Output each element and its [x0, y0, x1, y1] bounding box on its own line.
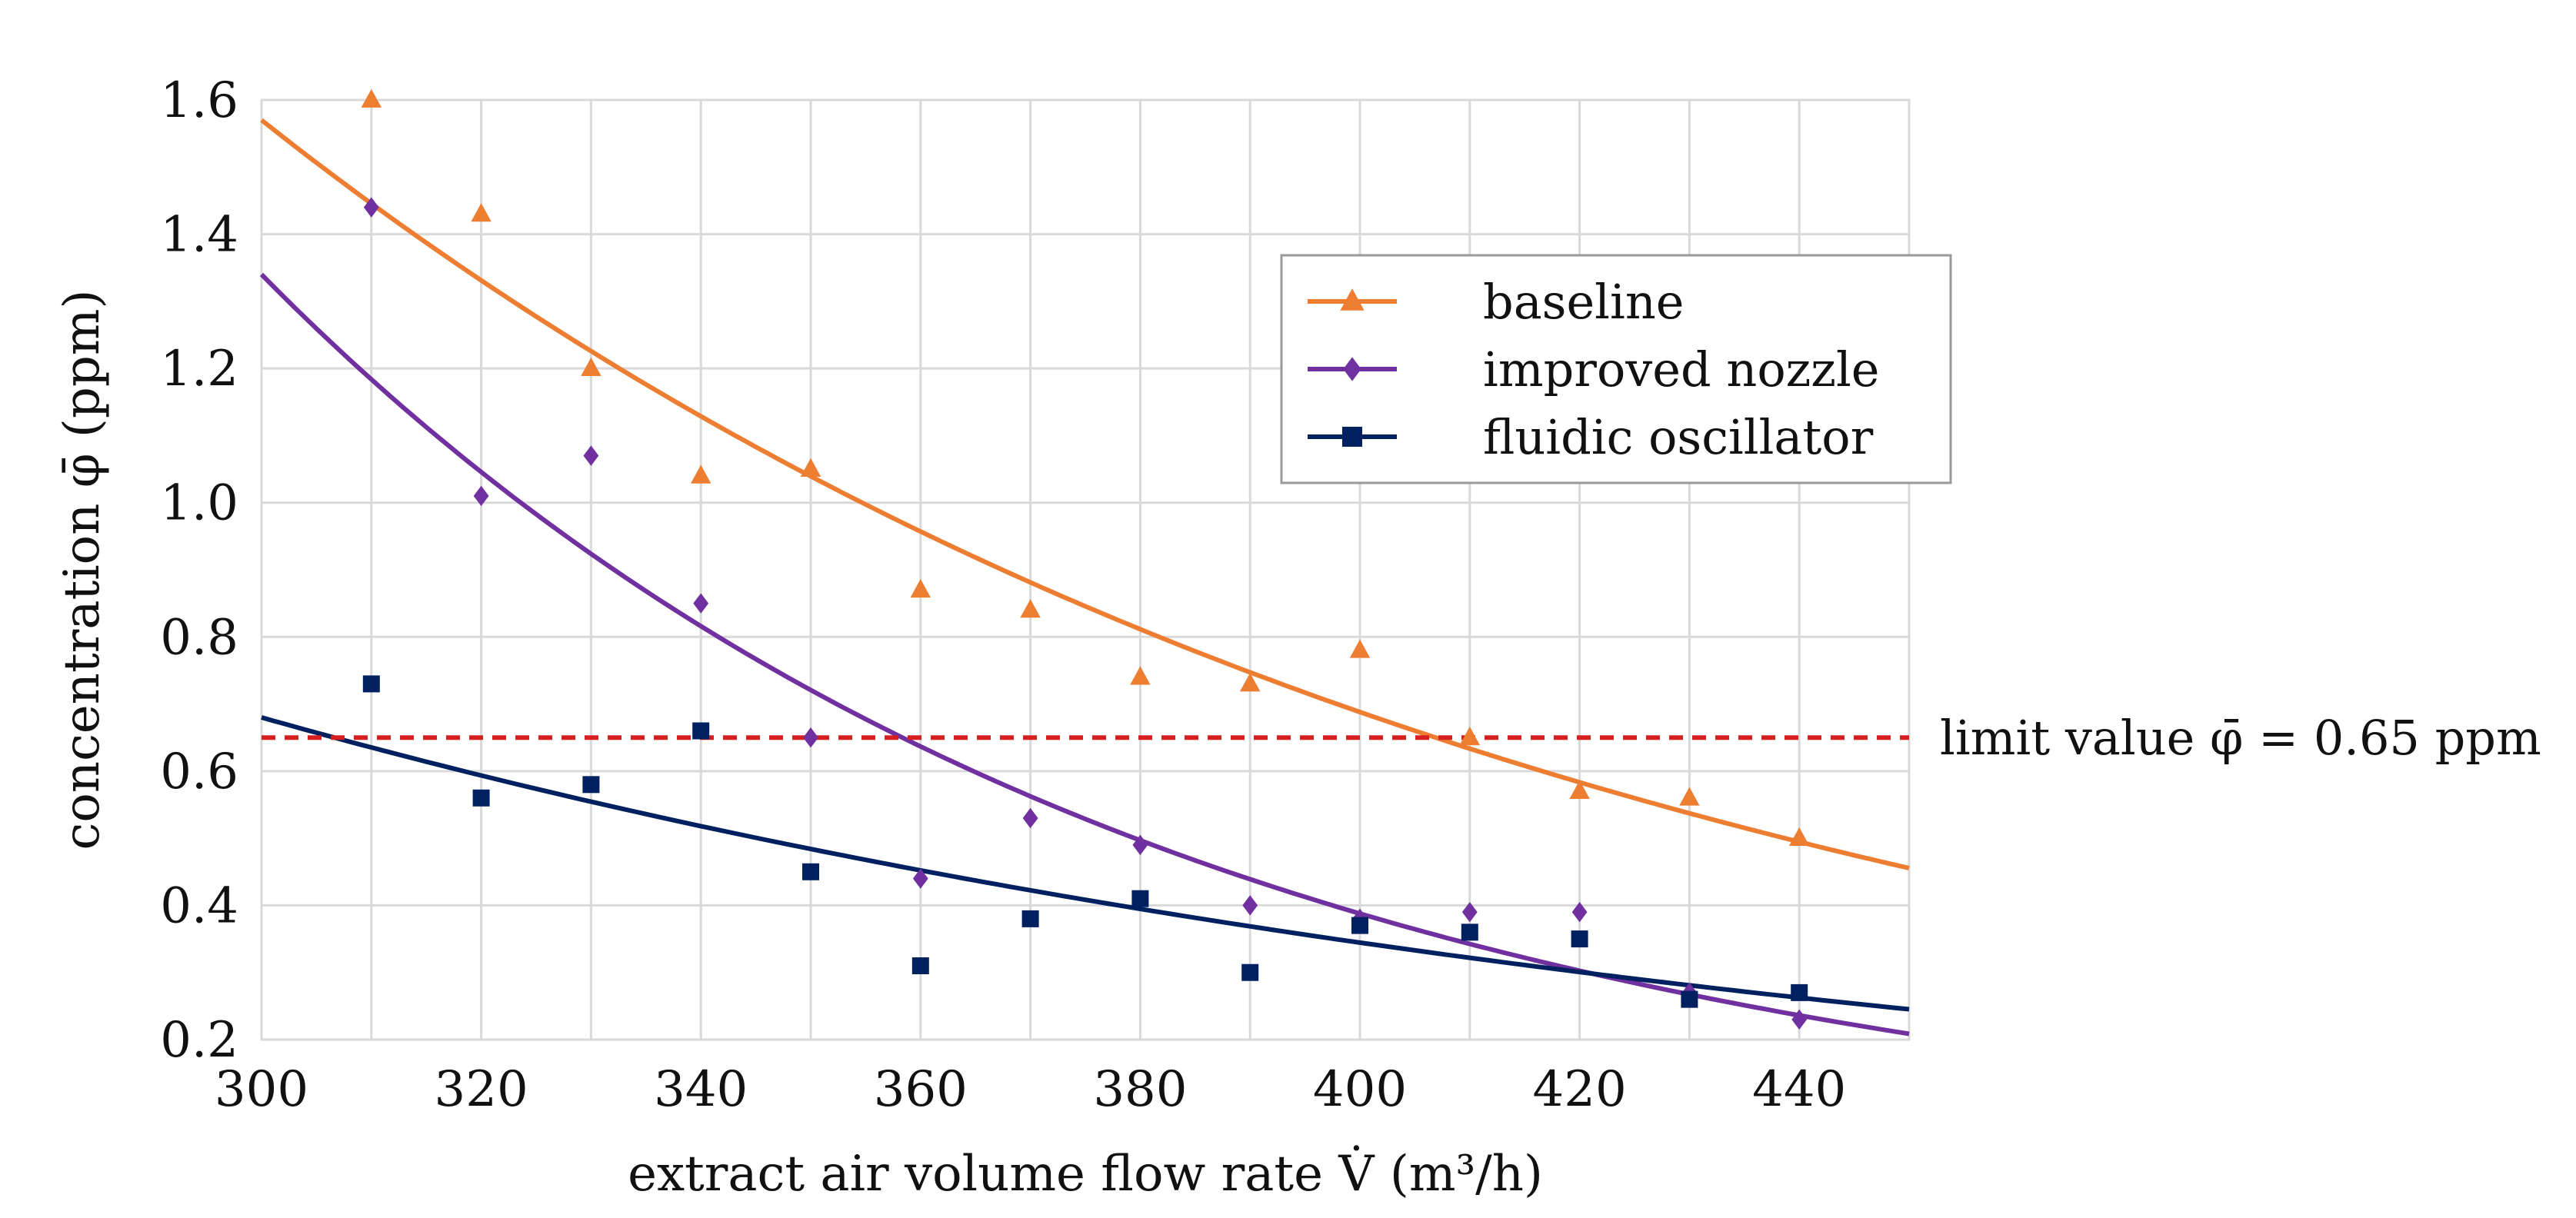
point-improved-nozzle — [583, 445, 599, 466]
point-fluidic-oscillator — [1131, 890, 1149, 907]
point-improved-nozzle — [1022, 807, 1038, 829]
point-baseline — [691, 464, 711, 484]
point-improved-nozzle — [473, 485, 489, 507]
point-improved-nozzle — [912, 868, 928, 889]
trendline-fluidic-oscillator — [261, 715, 1910, 1012]
point-baseline — [1459, 726, 1480, 746]
point-baseline — [1130, 666, 1151, 685]
point-baseline — [581, 357, 602, 377]
legend-swatch-marker-improved-nozzle — [1343, 357, 1361, 381]
x-tick-label: 400 — [1313, 1061, 1407, 1118]
point-baseline — [1679, 787, 1700, 806]
legend-label-fluidic-oscillator: fluidic oscillator — [1483, 409, 1874, 465]
point-improved-nozzle — [1242, 895, 1258, 916]
x-tick-label: 340 — [654, 1061, 748, 1118]
point-improved-nozzle — [1791, 1009, 1808, 1030]
point-fluidic-oscillator — [472, 789, 490, 807]
y-tick-labels: 0.2 0.4 0.6 0.8 1.0 1.2 1.4 1.6 — [160, 72, 238, 1069]
point-baseline — [910, 578, 931, 598]
point-baseline — [361, 88, 382, 108]
point-fluidic-oscillator — [1021, 910, 1039, 927]
legend-swatch-marker-baseline — [1340, 288, 1365, 311]
point-baseline — [1020, 599, 1041, 618]
x-tick-label: 440 — [1752, 1061, 1846, 1118]
point-baseline — [800, 458, 821, 477]
point-improved-nozzle — [803, 727, 818, 748]
point-improved-nozzle — [363, 197, 379, 218]
x-axis-title: extract air volume flow rate V̇ (m³/h) — [628, 1144, 1543, 1203]
x-tick-labels: 300 320 340 360 380 400 420 440 — [215, 1061, 1846, 1118]
point-fluidic-oscillator — [582, 776, 600, 794]
point-fluidic-oscillator — [1351, 917, 1368, 934]
y-tick-label: 1.2 — [160, 341, 238, 398]
point-baseline — [1789, 827, 1810, 847]
point-fluidic-oscillator — [911, 957, 929, 974]
trendline-improved-nozzle — [259, 272, 1910, 1037]
trendline-baseline — [260, 118, 1910, 870]
point-baseline — [471, 203, 492, 222]
point-improved-nozzle — [1461, 901, 1478, 923]
point-baseline — [1240, 673, 1261, 692]
x-tick-label: 420 — [1533, 1061, 1627, 1118]
trendlines — [259, 118, 1910, 1037]
point-fluidic-oscillator — [1461, 923, 1478, 941]
point-baseline — [1349, 639, 1371, 658]
x-tick-label: 360 — [874, 1061, 968, 1118]
y-axis-title: concentration φ̄ (ppm) — [54, 290, 111, 850]
y-tick-label: 0.4 — [160, 877, 238, 934]
x-tick-label: 320 — [435, 1061, 528, 1118]
y-tick-label: 1.4 — [160, 207, 238, 264]
point-fluidic-oscillator — [692, 722, 710, 740]
point-improved-nozzle — [1571, 901, 1588, 923]
legend-label-improved-nozzle: improved nozzle — [1483, 341, 1880, 398]
y-tick-label: 1.0 — [160, 475, 238, 532]
point-improved-nozzle — [1132, 834, 1148, 856]
legend-swatch-marker-fluidic-oscillator — [1342, 427, 1362, 447]
y-tick-label: 0.2 — [160, 1012, 238, 1069]
y-tick-label: 1.6 — [160, 72, 238, 129]
point-fluidic-oscillator — [802, 863, 819, 880]
plot-area — [260, 98, 1911, 1041]
point-fluidic-oscillator — [362, 675, 380, 693]
point-fluidic-oscillator — [1791, 983, 1808, 1001]
x-tick-label: 300 — [215, 1061, 308, 1118]
limit-label: limit value φ̄ = 0.65 ppm — [1940, 710, 2541, 766]
point-baseline — [1569, 780, 1590, 799]
x-tick-label: 380 — [1093, 1061, 1187, 1118]
point-fluidic-oscillator — [1241, 963, 1259, 981]
legend: baseline improved nozzle fluidic oscillato… — [1280, 254, 1952, 484]
legend-label-baseline: baseline — [1483, 274, 1684, 330]
point-improved-nozzle — [693, 593, 709, 614]
reference-line-group: limit value φ̄ = 0.65 ppm — [262, 710, 2541, 766]
point-fluidic-oscillator — [1681, 990, 1698, 1008]
y-tick-label: 0.8 — [160, 609, 238, 666]
point-fluidic-oscillator — [1571, 930, 1588, 948]
y-tick-label: 0.6 — [160, 744, 238, 800]
data-points — [361, 88, 1810, 1030]
